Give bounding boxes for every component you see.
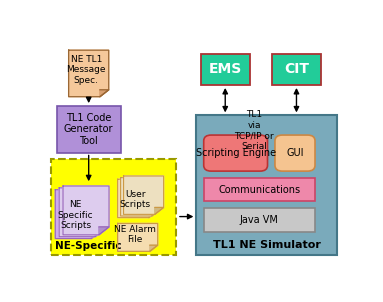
Polygon shape (69, 50, 109, 97)
Text: NE-Specific: NE-Specific (55, 241, 122, 251)
Bar (204, 208, 315, 232)
Bar (204, 178, 315, 201)
Polygon shape (59, 188, 105, 237)
Text: Scripting Engine: Scripting Engine (196, 148, 276, 158)
FancyBboxPatch shape (204, 135, 267, 171)
Polygon shape (152, 209, 161, 216)
Bar (196, 115, 337, 255)
Text: NE Alarm
File: NE Alarm File (114, 225, 156, 244)
Text: TL1 Code
Generator
Tool: TL1 Code Generator Tool (64, 113, 113, 146)
Text: TL1
via
TCP/IP or
Serial: TL1 via TCP/IP or Serial (234, 110, 274, 150)
Polygon shape (121, 178, 161, 216)
Text: Java VM: Java VM (240, 215, 279, 225)
FancyBboxPatch shape (275, 135, 315, 171)
Text: CIT: CIT (284, 63, 309, 76)
Polygon shape (55, 190, 101, 239)
Polygon shape (155, 207, 164, 214)
Text: Communications: Communications (218, 185, 300, 195)
Polygon shape (95, 229, 105, 237)
Bar (201, 54, 250, 85)
Text: TL1 NE Simulator: TL1 NE Simulator (213, 240, 321, 250)
Bar (272, 54, 321, 85)
Bar (57, 106, 121, 153)
Text: NE TL1
Message
Spec.: NE TL1 Message Spec. (67, 55, 106, 85)
Polygon shape (100, 90, 109, 97)
Text: User
Scripts: User Scripts (120, 189, 151, 209)
Polygon shape (118, 179, 158, 218)
Text: GUI: GUI (286, 148, 304, 158)
Polygon shape (149, 211, 158, 218)
Polygon shape (124, 176, 164, 214)
Polygon shape (91, 231, 101, 239)
Polygon shape (150, 245, 158, 251)
Text: NE
Specific
Scripts: NE Specific Scripts (58, 200, 93, 230)
Text: EMS: EMS (209, 63, 242, 76)
Polygon shape (99, 227, 109, 235)
Bar (51, 159, 175, 255)
Polygon shape (63, 186, 109, 235)
Polygon shape (118, 223, 158, 251)
